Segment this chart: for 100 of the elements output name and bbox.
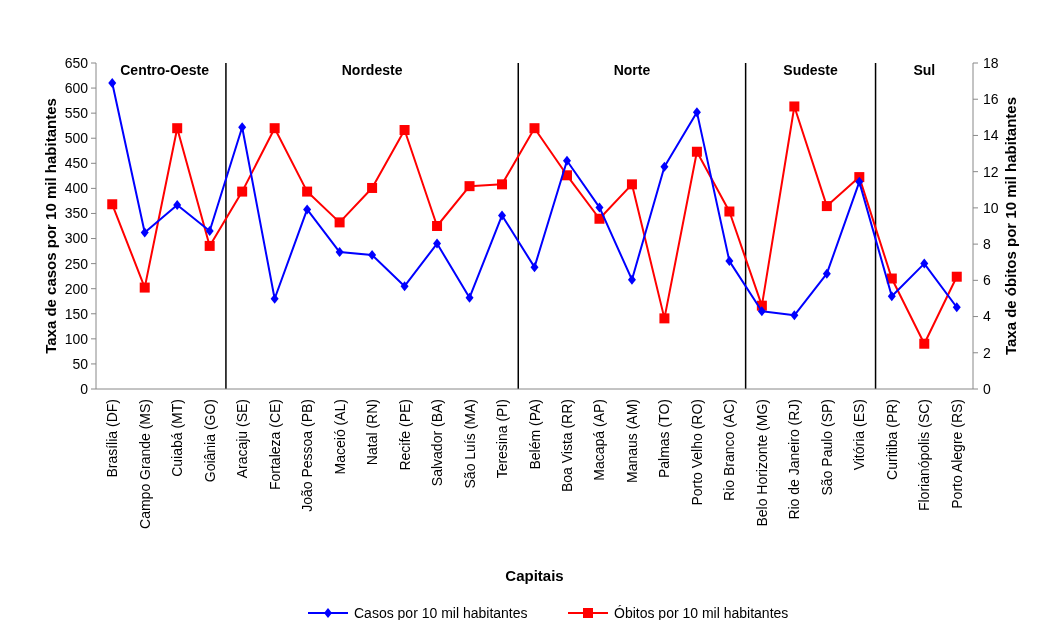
y2-tick-label: 4 [983,308,991,325]
point [173,199,182,210]
y2-tick-label: 2 [983,344,991,361]
x-tick-label: Natal (RN) [364,399,381,466]
x-tick-label: Brasília (DF) [104,399,121,478]
point [595,202,604,213]
point [627,274,636,285]
point [724,206,735,217]
point [497,179,508,190]
x-tick-label: João Pessoa (PB) [299,399,316,512]
x-tick-label: Teresina (PI) [494,399,511,479]
annotation: Sudeste [783,62,839,78]
x-tick-label: Rio Branco (AC) [721,399,738,501]
point [951,271,962,282]
point [335,247,344,258]
point [237,186,248,197]
legend-label: Óbitos por 10 mil habitantes [614,604,789,621]
x-tick-label: Palmas (TO) [656,399,673,479]
x-tick-label: Rio de Janeiro (RJ) [786,399,803,520]
y-tick-label: 350 [64,205,89,222]
point [952,302,961,313]
x-tick-label: Maceió (AL) [331,399,348,475]
point [108,78,117,89]
x-tick-label: Curitiba (PR) [883,399,900,480]
x-tick-label: Cuiabá (MT) [169,399,186,477]
x-tick-label: São Paulo (SP) [818,399,835,496]
point [464,181,475,192]
point [107,199,118,210]
x-tick-label: Goiânia (GO) [201,399,218,483]
point [919,338,930,349]
x-tick-label: Vitória (ES) [851,399,868,471]
point [725,256,734,267]
x-tick-label: Macapá (AP) [591,399,608,481]
y2-tick-label: 16 [983,91,999,108]
legend-label: Casos por 10 mil habitantes [354,604,528,621]
point [270,293,279,304]
point [790,310,799,321]
y-tick-label: 400 [64,180,89,197]
y2-tick-label: 18 [983,54,999,71]
point [367,182,378,193]
point [465,292,474,303]
x-tick-label: São Luís (MA) [461,399,478,489]
x-axis-title: Capitais [505,567,564,584]
point [691,146,702,157]
point [887,291,896,302]
y-tick-label: 550 [64,105,89,122]
x-tick-label: Belo Horizonte (MG) [753,399,770,527]
point [692,107,701,118]
point [204,240,215,251]
x-tick-label: Aracaju (SE) [234,399,251,479]
annotation: Norte [613,62,651,78]
x-tick-label: Belém (PA) [526,399,543,470]
point [594,213,605,224]
x-tick-label: Florianópolis (SC) [916,399,933,512]
y-tick-label: 50 [72,355,89,372]
x-tick-label: Campo Grande (MS) [136,399,153,529]
y-tick-label: 150 [64,305,89,322]
point [139,282,150,293]
point [789,101,800,112]
point [920,258,929,269]
y2-tick-label: 14 [983,127,999,144]
point [205,226,214,237]
point [529,123,540,134]
y-axis-title: Taxa de casos por 10 mil habitantes [42,98,59,354]
point [562,155,571,166]
y2-tick-label: 0 [983,380,991,397]
y2-tick-label: 8 [983,236,991,253]
annotation: Nordeste [341,62,403,78]
point [172,123,183,134]
x-tick-label: Manaus (AM) [623,399,640,484]
point [400,281,409,292]
y-tick-label: 100 [64,330,89,347]
point [659,313,670,324]
y2-tick-label: 6 [983,272,991,289]
point [140,227,149,238]
y-tick-label: 250 [64,255,89,272]
x-tick-label: Recife (PE) [396,399,413,471]
point [302,186,313,197]
x-tick-label: Salvador (BA) [429,399,446,487]
y2-axis-title: Taxa de óbitos por 10 mil habitantes [1002,96,1019,356]
y2-tick-label: 12 [983,163,999,180]
point [432,221,443,231]
point [821,201,832,212]
y-tick-label: 300 [64,230,89,247]
x-tick-label: Fortaleza (CE) [266,399,283,491]
point [530,262,539,273]
point [757,306,766,317]
y-tick-label: 200 [64,280,89,297]
annotation: Sul [913,62,936,78]
point [334,217,345,228]
y-tick-label: 600 [64,79,89,96]
point [238,122,247,133]
x-tick-label: Porto Velho (RO) [688,399,705,506]
y-tick-label: 500 [64,130,89,147]
point [822,268,831,279]
point [855,176,864,187]
point [626,179,637,190]
point [498,210,507,221]
point [886,273,897,284]
point [660,161,669,172]
